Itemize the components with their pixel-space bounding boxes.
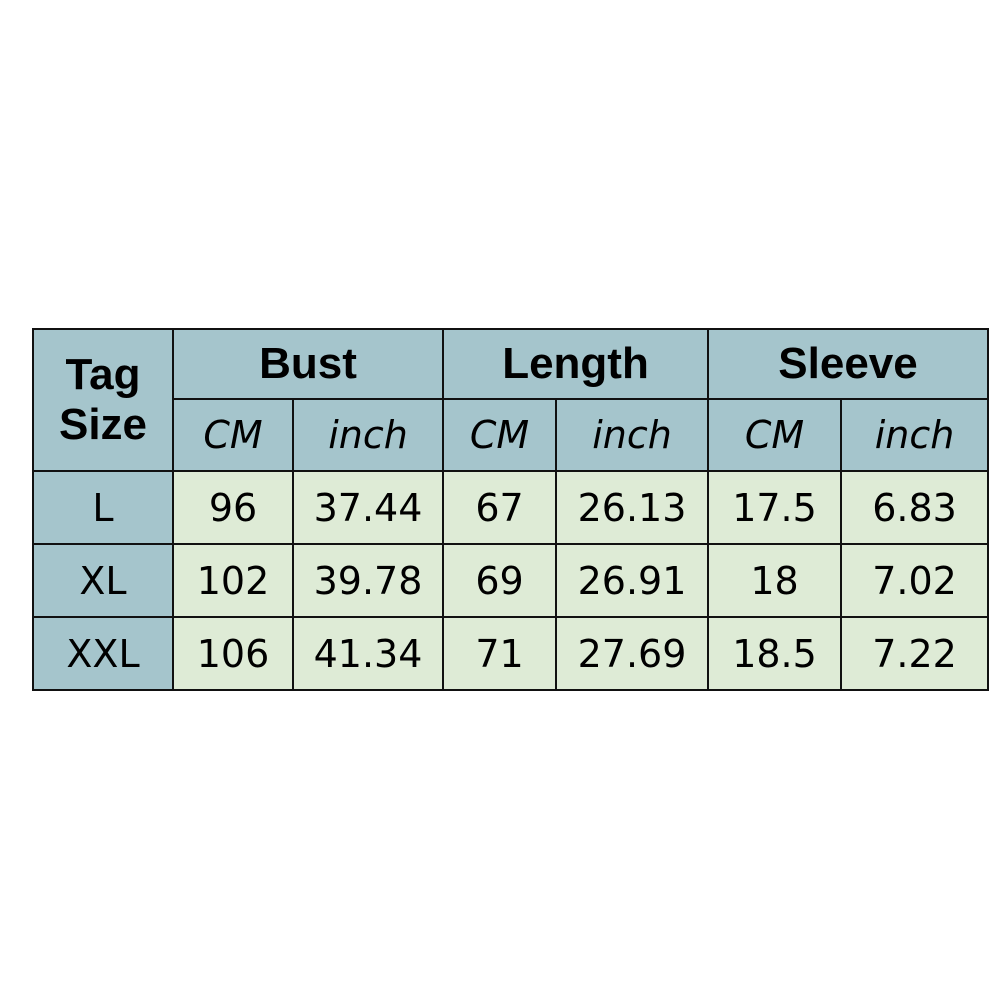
value-cell: 18.5	[707, 616, 843, 691]
table-row: XL 102 39.78 69 26.91 18 7.02	[32, 543, 990, 618]
size-chart-table: Tag Size Bust Length Sleeve CM inch CM i…	[32, 328, 990, 691]
unit-header: inch	[840, 398, 990, 472]
value-cell: 26.13	[554, 470, 710, 545]
value-cell: 27.69	[554, 616, 710, 691]
unit-header: inch	[292, 398, 444, 472]
sleeve-header: Sleeve	[707, 328, 990, 400]
value-cell: 39.78	[292, 543, 444, 618]
value-cell: 17.5	[707, 470, 843, 545]
unit-header: CM	[707, 398, 843, 472]
unit-header: inch	[554, 398, 710, 472]
tag-label: Tag	[65, 350, 141, 399]
tag-size-header: Tag Size	[32, 328, 174, 472]
size-cell: L	[32, 470, 174, 545]
value-cell: 26.91	[554, 543, 710, 618]
size-label: Size	[58, 400, 148, 449]
value-cell: 102	[172, 543, 294, 618]
value-cell: 67	[442, 470, 557, 545]
size-cell: XL	[32, 543, 174, 618]
value-cell: 69	[442, 543, 557, 618]
value-cell: 41.34	[292, 616, 444, 691]
table-row: L 96 37.44 67 26.13 17.5 6.83	[32, 470, 990, 545]
value-cell: 106	[172, 616, 294, 691]
value-cell: 6.83	[840, 470, 990, 545]
table-row: XXL 106 41.34 71 27.69 18.5 7.22	[32, 616, 990, 691]
value-cell: 71	[442, 616, 557, 691]
bust-header: Bust	[172, 328, 444, 400]
value-cell: 37.44	[292, 470, 444, 545]
unit-header: CM	[172, 398, 294, 472]
value-cell: 96	[172, 470, 294, 545]
unit-header: CM	[442, 398, 557, 472]
length-header: Length	[441, 328, 710, 400]
value-cell: 7.02	[840, 543, 990, 618]
value-cell: 7.22	[840, 616, 990, 691]
value-cell: 18	[707, 543, 843, 618]
size-cell: XXL	[32, 616, 174, 691]
